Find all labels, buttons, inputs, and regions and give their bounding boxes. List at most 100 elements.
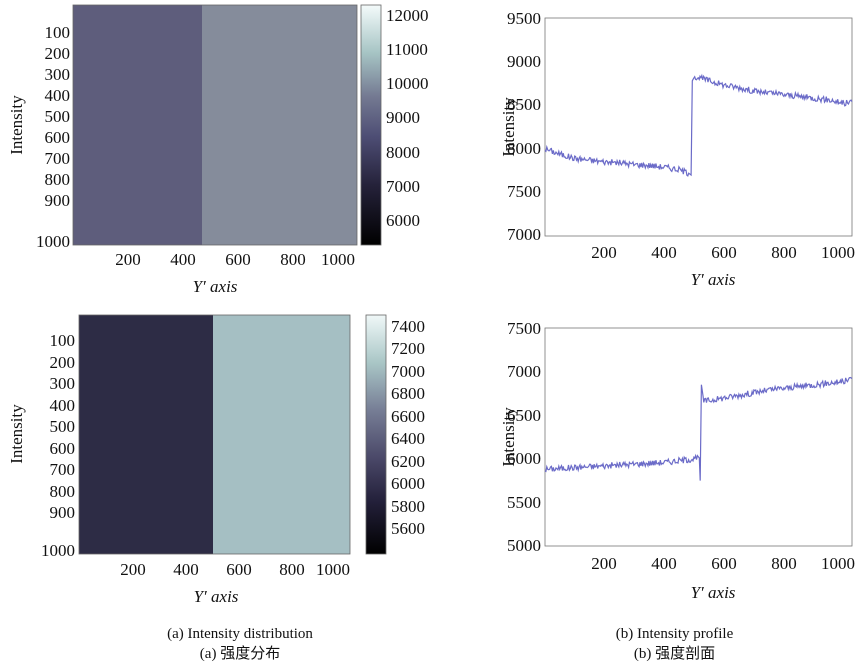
colorbar-2-tick: 6800 <box>391 384 425 403</box>
colorbar-2 <box>365 314 387 555</box>
heatmap-1-xtick: 1000 <box>321 250 355 269</box>
profile-2-xtick: 600 <box>711 554 737 573</box>
heatmap-1-right-region <box>202 5 357 245</box>
heatmap-2-ytick: 100 <box>50 331 76 350</box>
heatmap-2-ytick: 200 <box>50 353 76 372</box>
heatmap-1-xtick: 400 <box>170 250 196 269</box>
profile-2-xtick: 800 <box>771 554 797 573</box>
profile-1-xtick: 1000 <box>821 243 855 262</box>
heatmap-1-xlabel: Y′ axis <box>193 277 238 296</box>
heatmap-1-ytick: 600 <box>45 128 71 147</box>
caption-left-english: (a) Intensity distribution <box>167 626 313 642</box>
heatmap-2-right-region <box>213 315 350 554</box>
heatmap-2-xtick: 800 <box>279 560 305 579</box>
profile-1-ylabel: Intensity <box>499 97 518 157</box>
profile-2-frame <box>544 327 853 547</box>
colorbar-2-tick: 5800 <box>391 497 425 516</box>
heatmap-1-ytick: 400 <box>45 86 71 105</box>
heatmap-1-ytick: 500 <box>45 107 71 126</box>
heatmap-2-xtick: 400 <box>173 560 199 579</box>
colorbar-1-tick: 7000 <box>386 177 420 196</box>
profile-2-ytick: 7000 <box>507 362 541 381</box>
profile-2-ylabel: Intensity <box>499 407 518 467</box>
colorbar-2-tick: 7000 <box>391 362 425 381</box>
profile-1-ytick: 9000 <box>507 52 541 71</box>
profile-2-ytick: 6500 <box>507 406 541 425</box>
profile-1-ytick: 8500 <box>507 95 541 114</box>
heatmap-2-left-region <box>79 315 213 554</box>
profile-2-xlabel: Y′ axis <box>691 583 736 602</box>
heatmap-2-ytick: 600 <box>50 439 76 458</box>
colorbar-1-tick: 11000 <box>386 40 428 59</box>
heatmap-2-ytick: 800 <box>50 482 76 501</box>
colorbar-1-tick: 6000 <box>386 211 420 230</box>
profile-1-ytick: 8000 <box>507 139 541 158</box>
caption-right-english: (b) Intensity profile <box>615 626 734 642</box>
profile-2-ytick: 5500 <box>507 493 541 512</box>
heatmap-1-ytick: 300 <box>45 65 71 84</box>
profile-panel-1: 9500 9000 8500 8000 7500 7000 200 400 60… <box>499 9 855 289</box>
colorbar-1 <box>360 4 382 246</box>
heatmap-2-ytick: 700 <box>50 460 76 479</box>
profile-2-xtick: 400 <box>651 554 677 573</box>
profile-1-frame <box>544 17 853 237</box>
profile-2-ytick: 5000 <box>507 536 541 555</box>
heatmap-2-ylabel: Intensity <box>7 404 26 464</box>
profile-2-ytick: 7500 <box>507 319 541 338</box>
profile-1-series-line <box>544 73 853 177</box>
heatmap-1-ytick: 100 <box>45 23 71 42</box>
colorbar-1-tick: 10000 <box>386 74 429 93</box>
heatmap-1-ytick: 700 <box>45 149 71 168</box>
colorbar-2-tick: 6200 <box>391 452 425 471</box>
profile-1-ytick: 7000 <box>507 225 541 244</box>
profile-1-ytick: 7500 <box>507 182 541 201</box>
heatmap-panel-2: 100 200 300 400 500 600 700 800 900 1000… <box>7 314 425 606</box>
heatmap-2-xlabel: Y′ axis <box>194 587 239 606</box>
profile-1-xtick: 600 <box>711 243 737 262</box>
colorbar-2-tick: 7200 <box>391 339 425 358</box>
colorbar-1-tick: 9000 <box>386 108 420 127</box>
heatmap-panel-1: 100 200 300 400 500 600 700 800 900 1000… <box>7 4 429 296</box>
profile-1-xtick: 400 <box>651 243 677 262</box>
profile-2-ytick: 6000 <box>507 449 541 468</box>
heatmap-1-ytick: 800 <box>45 170 71 189</box>
heatmap-2-frame <box>78 314 351 555</box>
heatmap-1-ylabel: Intensity <box>7 95 26 155</box>
colorbar-2-tick: 6400 <box>391 429 425 448</box>
caption-right: (b) Intensity profile (b) 强度剖面 <box>490 624 859 664</box>
heatmap-1-left-region <box>73 5 202 245</box>
heatmap-1-xtick: 200 <box>115 250 141 269</box>
heatmap-2-ytick: 1000 <box>41 541 75 560</box>
colorbar-1-tick: 8000 <box>386 143 420 162</box>
heatmap-2-ytick: 300 <box>50 374 76 393</box>
heatmap-2-ytick: 400 <box>50 396 76 415</box>
heatmap-1-ytick: 1000 <box>36 232 70 251</box>
colorbar-2-tick: 6000 <box>391 474 425 493</box>
profile-1-xtick: 800 <box>771 243 797 262</box>
heatmap-1-xtick: 600 <box>225 250 251 269</box>
heatmap-2-ytick: 500 <box>50 417 76 436</box>
profile-1-xlabel: Y′ axis <box>691 270 736 289</box>
profile-panel-2: 7500 7000 6500 6000 5500 5000 200 400 60… <box>499 319 855 602</box>
profile-1-xtick: 200 <box>591 243 617 262</box>
heatmap-1-xtick: 800 <box>280 250 306 269</box>
heatmap-1-frame <box>72 4 358 246</box>
colorbar-2-tick: 7400 <box>391 317 425 336</box>
colorbar-2-tick: 5600 <box>391 519 425 538</box>
heatmap-2-xtick: 1000 <box>316 560 350 579</box>
heatmap-1-ytick: 200 <box>45 44 71 63</box>
profile-1-ytick: 9500 <box>507 9 541 28</box>
heatmap-2-xtick: 200 <box>120 560 146 579</box>
caption-left: (a) Intensity distribution (a) 强度分布 <box>60 624 420 664</box>
caption-left-chinese: (a) 强度分布 <box>199 646 281 662</box>
heatmap-1-ytick: 900 <box>45 191 71 210</box>
colorbar-2-tick: 6600 <box>391 407 425 426</box>
profile-2-xtick: 1000 <box>821 554 855 573</box>
profile-2-series-line <box>544 376 853 481</box>
caption-right-chinese: (b) 强度剖面 <box>633 646 716 662</box>
heatmap-2-xtick: 600 <box>226 560 252 579</box>
heatmap-2-ytick: 900 <box>50 503 76 522</box>
profile-2-xtick: 200 <box>591 554 617 573</box>
colorbar-1-tick: 12000 <box>386 6 429 25</box>
